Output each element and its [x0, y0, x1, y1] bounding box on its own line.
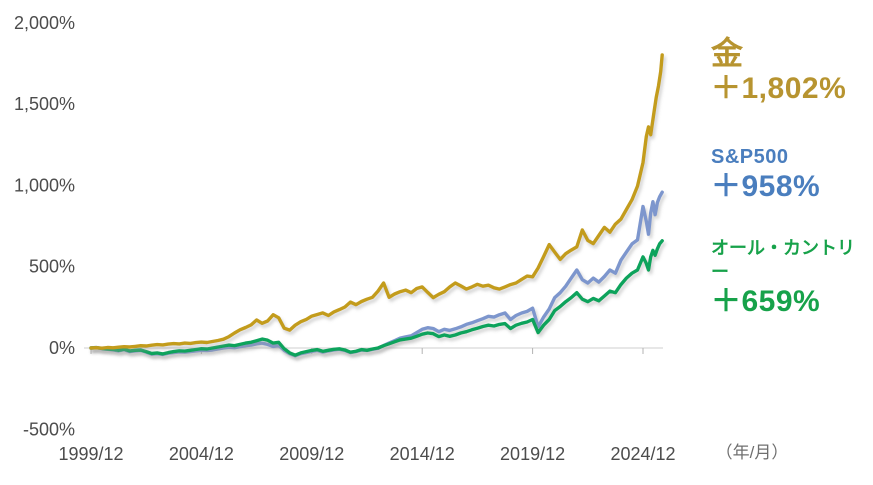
x-axis-tick-label: 2024/12	[610, 444, 675, 464]
x-axis-unit-label: （年/月）	[716, 443, 789, 462]
y-axis-tick-label: 0%	[49, 338, 75, 358]
y-axis-tick-label: 500%	[29, 257, 75, 277]
gold-series-line	[89, 53, 664, 350]
all-country-series-line	[89, 239, 664, 357]
y-axis-tick-label: 1,000%	[14, 175, 75, 195]
x-axis-tick-label: 2014/12	[390, 444, 455, 464]
legend-sp500-value: ＋958%	[711, 170, 821, 203]
y-axis-tick-label: 1,500%	[14, 94, 75, 114]
legend-item-sp500: S&P500 ＋958%	[711, 144, 820, 205]
legend-item-gold: 金 ＋1,802%	[711, 34, 846, 107]
x-axis-tick-label: 1999/12	[58, 444, 123, 464]
legend-all-country-value: ＋659%	[711, 284, 821, 318]
x-axis-tick-label: 2019/12	[500, 444, 565, 464]
sp500-series-line	[89, 190, 664, 358]
x-axis-tick-label: 2009/12	[279, 444, 344, 464]
legend-item-all-country: オール・カントリー ＋659%	[711, 236, 871, 319]
legend-gold-name: 金	[711, 35, 745, 71]
legend-gold-value: ＋1,802%	[711, 72, 847, 106]
y-axis-tick-label: 2,000%	[14, 13, 75, 33]
legend-sp500-name: S&P500	[711, 146, 789, 168]
y-axis-tick-label: -500%	[23, 419, 75, 439]
x-axis-tick-label: 2004/12	[169, 444, 234, 464]
legend-all-country-name: オール・カントリー	[711, 238, 855, 283]
